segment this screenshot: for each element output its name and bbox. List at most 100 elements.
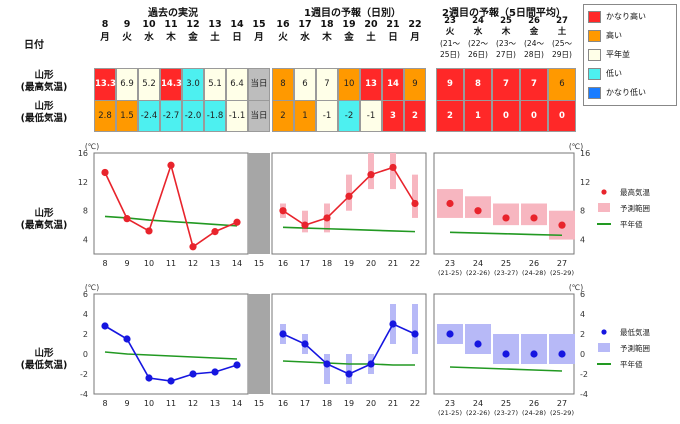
date-header: 18 木 (320, 19, 334, 43)
x-range-label-week2: (24-28) (522, 269, 546, 277)
legend-range-label: 予測範囲 (620, 203, 650, 213)
x-tick-label: 9 (124, 259, 129, 268)
week2-range-bar (465, 324, 491, 354)
y-tick-label-left: 12 (78, 178, 88, 187)
x-tick-label-week2: 27 (557, 259, 567, 268)
date-header: 10 水 (142, 19, 156, 43)
legend-normal-label: 平年値 (620, 359, 643, 369)
forecast-point (301, 221, 309, 229)
x-tick-label: 12 (188, 259, 198, 268)
observed-point (233, 361, 241, 369)
observed-point (145, 227, 153, 235)
normal-line-past (104, 351, 238, 360)
x-tick-label: 8 (102, 399, 107, 408)
forecast-range-bar (302, 210, 308, 233)
x-tick-label: 15 (254, 399, 264, 408)
forecast-point (345, 192, 353, 200)
week2-point (558, 350, 566, 358)
legend-swatch (588, 68, 601, 80)
observed-point (167, 161, 175, 169)
week2-min-cell: 0 (548, 100, 576, 132)
observed-point (101, 168, 109, 177)
forecast-point (345, 370, 353, 378)
legend-range-swatch (598, 203, 610, 212)
observed-point (167, 377, 175, 385)
y-unit-left: (℃) (85, 283, 99, 292)
x-tick-label: 11 (166, 399, 176, 408)
row-label-min: 山形 (最低気温) (20, 101, 68, 124)
forecast-range-bar (324, 354, 330, 384)
x-tick-label-week2: 23 (445, 399, 455, 408)
legend-point-marker (601, 189, 607, 195)
x-range-label-week2: (25-29) (550, 409, 574, 417)
min-temp-cell: 2.8 (94, 100, 116, 132)
x-range-label-week2: (25-29) (550, 269, 574, 277)
legend-swatch (588, 87, 601, 99)
max-temp-cell: 5.2 (138, 68, 160, 101)
x-tick-label: 18 (322, 259, 332, 268)
legend-point-label: 最高気温 (620, 187, 650, 197)
legend-label: 平年並 (606, 50, 630, 59)
week2-point (446, 199, 454, 208)
y-tick-label-right: -2 (580, 370, 588, 379)
today-bar (248, 153, 270, 254)
min-temp-cell: 3 (382, 100, 404, 132)
observed-point (233, 218, 241, 226)
week2-point (530, 214, 538, 222)
date-header: 17 水 (298, 19, 312, 43)
observed-point (189, 370, 197, 378)
y-tick-label-right: -4 (580, 390, 588, 399)
min-temp-cell: -1 (360, 100, 382, 132)
x-range-label-week2: (21-25) (438, 409, 462, 417)
min-temp-cell: -2.0 (182, 100, 204, 132)
date-header: 20 土 (364, 19, 378, 43)
x-tick-label: 18 (322, 399, 332, 408)
x-tick-label: 20 (366, 259, 376, 268)
y-unit-left: (℃) (85, 142, 99, 151)
x-tick-label: 16 (278, 399, 288, 408)
x-tick-label: 13 (210, 259, 220, 268)
x-tick-label: 14 (232, 399, 242, 408)
forecast-point (323, 360, 331, 368)
x-tick-label: 9 (124, 399, 129, 408)
week2-max-cell: 7 (520, 68, 548, 101)
x-range-label-week2: (23-27) (494, 269, 518, 277)
y-tick-label-left: 16 (78, 149, 88, 158)
x-tick-label: 22 (410, 259, 420, 268)
normal-line-week2 (449, 366, 563, 372)
x-tick-label-week2: 27 (557, 399, 567, 408)
forecast-range-bar (346, 354, 352, 384)
week2-range-bar (493, 203, 519, 226)
week2-date-header: 26 金 (24～ 28日) (524, 16, 544, 59)
forecast-range-bar (412, 174, 418, 218)
week2-min-cell: 0 (492, 100, 520, 132)
week2-range-bar (521, 334, 547, 364)
forecast-range-bar (368, 153, 374, 190)
week2-min-cell: 2 (436, 100, 464, 132)
y-tick-label-left: 4 (83, 236, 88, 245)
week2-max-cell: 9 (436, 68, 464, 101)
x-range-label-week2: (22-26) (466, 269, 490, 277)
week2-date-header: 24 水 (22～ 26日) (468, 16, 488, 59)
forecast-range-bar (412, 304, 418, 354)
x-range-label-week2: (24-28) (522, 409, 546, 417)
forecast-point (323, 214, 331, 222)
week2-range-bar (493, 334, 519, 364)
y-tick-label-right: 0 (580, 350, 585, 359)
date-header: 16 火 (276, 19, 290, 43)
min-temp-cell: -1 (316, 100, 338, 132)
y-tick-label-left: 8 (83, 207, 88, 216)
chart-label-max: 山形 (最高気温) (20, 208, 68, 231)
forecast-point (367, 171, 375, 179)
min-temp-cell: 2 (404, 100, 426, 132)
normal-line-week2 (449, 231, 563, 237)
y-tick-label-left: -2 (80, 370, 88, 379)
week2-point (502, 350, 510, 358)
y-unit-right: (℃) (569, 283, 583, 292)
forecast-point (411, 330, 419, 338)
x-range-label-week2: (23-27) (494, 409, 518, 417)
x-tick-label: 14 (232, 259, 242, 268)
legend-swatch (588, 49, 601, 61)
forecast-point (389, 320, 397, 328)
x-tick-label: 19 (344, 259, 354, 268)
